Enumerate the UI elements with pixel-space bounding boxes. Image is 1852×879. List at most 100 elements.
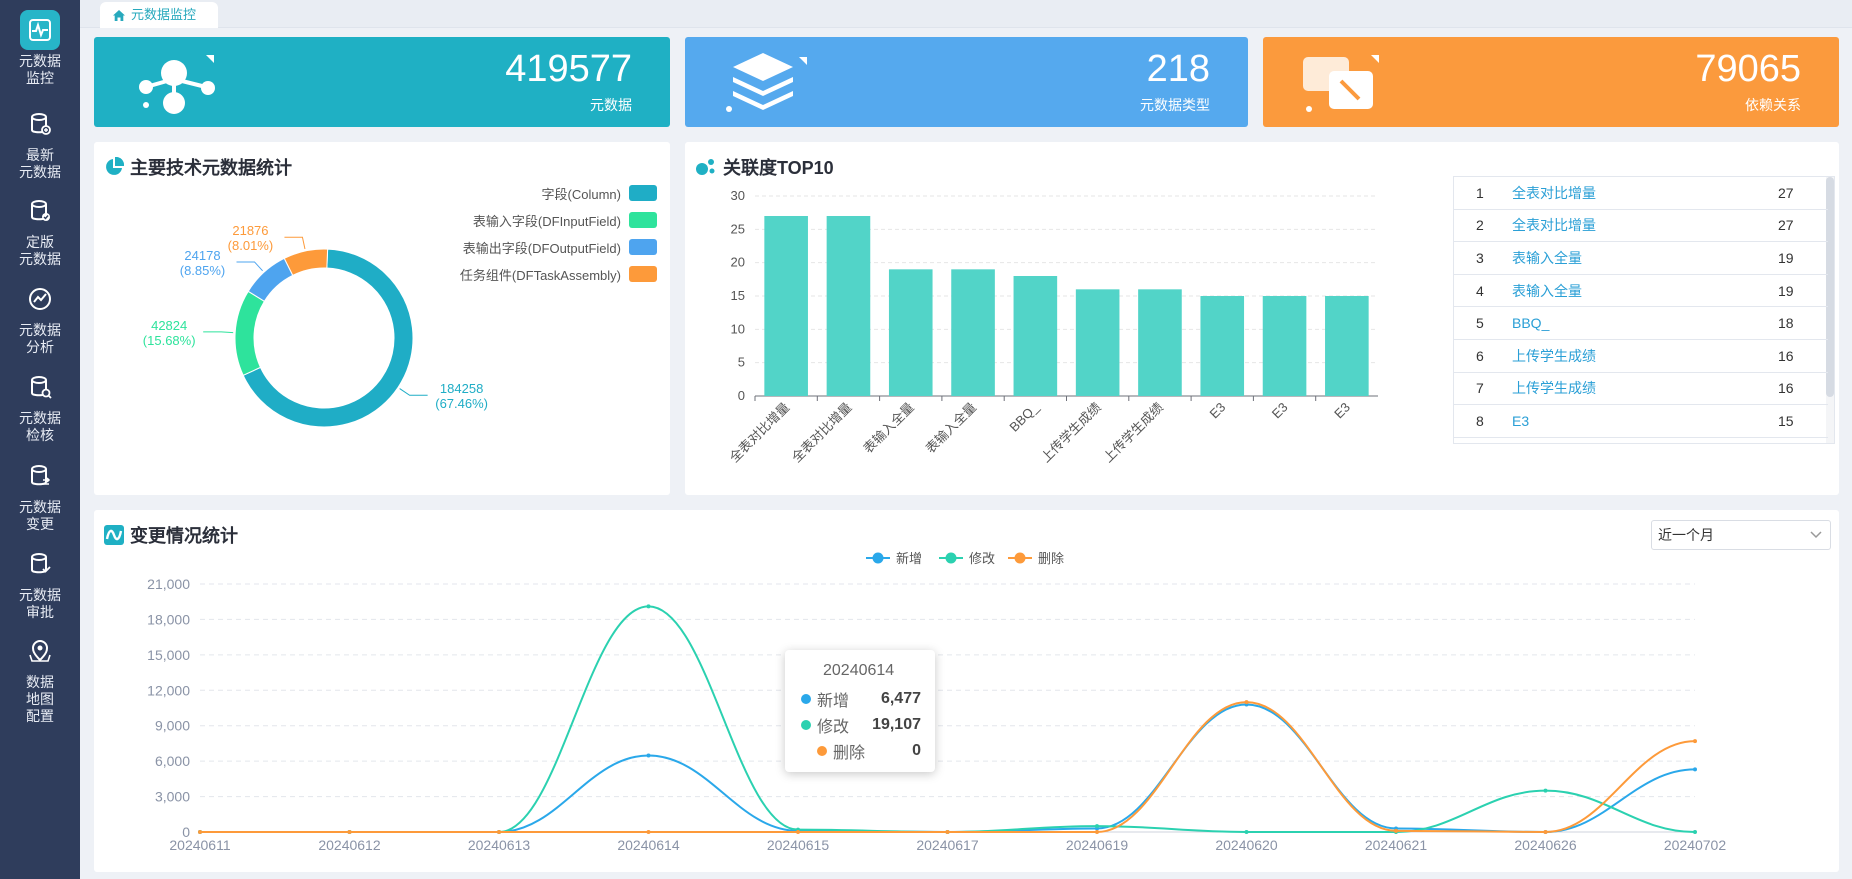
sidebar-item-7[interactable]: 元数据 审批 [0, 544, 80, 621]
line-series-2[interactable] [200, 605, 1696, 834]
ranking-name[interactable]: BBQ_ [1512, 315, 1550, 332]
sidebar-item-label: 检核 [26, 427, 54, 443]
line-point[interactable] [1244, 700, 1249, 705]
ranking-rank: 5 [1476, 315, 1484, 332]
sidebar-item-6[interactable]: 元数据 变更 [0, 456, 80, 533]
donut-legend-item-4[interactable]: 任务组件(DFTaskAssembly) [460, 264, 657, 284]
ranking-row[interactable]: 3 表输入全量 19 [1454, 242, 1828, 275]
ranking-count: 15 [1778, 412, 1794, 429]
line-x-label: 20240626 [1514, 837, 1577, 853]
line-legend-item-2[interactable]: 修改 [939, 551, 995, 566]
line-point[interactable] [497, 830, 501, 834]
donut-label-value: 21876 [232, 223, 269, 239]
ranking-name[interactable]: 全表对比增量 [1512, 184, 1596, 201]
database-search-icon [20, 367, 60, 407]
line-point[interactable] [796, 830, 800, 834]
donut-data-label-2: 42824 (15.68%) [139, 318, 199, 348]
line-point[interactable] [1244, 830, 1249, 834]
ranking-name[interactable]: 上传学生成绩 [1512, 380, 1596, 397]
bar-x-label: 上传学生成绩 [1038, 400, 1104, 466]
donut-data-label-1: 184258 (67.46%) [432, 381, 492, 411]
donut-slice-2[interactable] [234, 290, 266, 377]
sidebar-item-1[interactable]: 元数据 监控 [0, 10, 80, 87]
sidebar-item-8[interactable]: 数据 地图 配置 [0, 631, 80, 725]
trend-icon [104, 525, 124, 545]
line-point[interactable] [646, 753, 651, 758]
sidebar-item-2[interactable]: 最新 元数据 [0, 104, 80, 181]
ranking-row[interactable]: 1 全表对比增量 27 [1454, 177, 1828, 210]
line-point[interactable] [1693, 739, 1697, 744]
bar-5[interactable] [1013, 276, 1058, 396]
bar-6[interactable] [1075, 289, 1120, 396]
sidebar-item-3[interactable]: 定版 元数据 [0, 191, 80, 268]
donut-legend-item-1[interactable]: 字段(Column) [542, 183, 657, 203]
line-x-label: 20240702 [1664, 837, 1727, 853]
network-icon [139, 55, 215, 114]
ranking-row[interactable]: 6 上传学生成绩 16 [1454, 340, 1828, 373]
top10-ranking-table: 1 全表对比增量 27 2 全表对比增量 27 3 表输入全量 19 4 表输入全量 19 5 BBQ_ 1… [1453, 176, 1835, 444]
bar-x-label: BBQ_ [1006, 399, 1042, 435]
line-series-1[interactable] [200, 703, 1696, 834]
line-point[interactable] [646, 604, 651, 609]
line-point[interactable] [1095, 830, 1099, 834]
ranking-rank: 6 [1476, 347, 1484, 364]
donut-legend-item-3[interactable]: 表输出字段(DFOutputField) [463, 237, 657, 257]
bar-1[interactable] [764, 216, 808, 396]
line-point[interactable] [945, 830, 950, 834]
sidebar-item-label: 元数据 [19, 53, 61, 69]
donut-slice-1[interactable] [242, 248, 414, 428]
donut-leader-line [203, 331, 234, 334]
tab-metadata-monitor[interactable]: 元数据监控 [100, 2, 219, 28]
ranking-name[interactable]: E3 [1512, 412, 1530, 429]
line-legend-item-1[interactable]: 新增 [866, 551, 922, 566]
ranking-name[interactable]: 上传学生成绩 [1512, 347, 1596, 364]
line-legend-item-3[interactable]: 删除 [1008, 551, 1064, 566]
donut-legend-item-2[interactable]: 表输入字段(DFInputField) [473, 210, 657, 230]
line-point[interactable] [1543, 788, 1548, 793]
ranking-row[interactable]: 2 全表对比增量 27 [1454, 210, 1828, 243]
line-point[interactable] [1693, 830, 1697, 834]
bar-4[interactable] [951, 269, 995, 396]
ranking-rank: 7 [1476, 380, 1484, 397]
sidebar-item-4[interactable]: 元数据 分析 [0, 279, 80, 356]
ranking-name[interactable]: 表输入全量 [1512, 282, 1582, 299]
donut-label-value: 184258 [439, 381, 484, 397]
line-x-label: 20240615 [767, 837, 830, 853]
bar-7[interactable] [1138, 289, 1182, 396]
line-point[interactable] [198, 830, 202, 834]
line-series-3[interactable] [200, 701, 1696, 834]
line-point[interactable] [1543, 830, 1548, 834]
ranking-name[interactable]: 表输入全量 [1512, 249, 1582, 266]
line-point[interactable] [1095, 824, 1099, 829]
sidebar-item-label: 配置 [26, 708, 54, 724]
tooltip-row-modify: 修改 19,107 [801, 714, 921, 736]
ranking-row[interactable]: 7 上传学生成绩 16 [1454, 373, 1828, 406]
line-point[interactable] [347, 830, 352, 834]
ranking-row[interactable]: 4 表输入全量 19 [1454, 275, 1828, 308]
time-range-select[interactable]: 近一个月 [1651, 520, 1831, 550]
line-point[interactable] [646, 830, 651, 834]
sidebar: 元数据 监控 最新 元数据 定版 元数据 元数据 分析 元数据 检核 元数据 变更 元数据 审批 数据 地图配… [0, 0, 80, 879]
legend-label: 表输入字段(DFInputField) [472, 213, 621, 229]
ranking-row[interactable]: 8 E3 15 [1454, 405, 1828, 438]
sidebar-item-label: 变更 [26, 516, 54, 532]
bar-3[interactable] [888, 269, 933, 396]
bar-9[interactable] [1262, 296, 1307, 396]
bar-8[interactable] [1200, 296, 1245, 396]
bar-2[interactable] [826, 216, 871, 396]
sidebar-item-label: 数据 [26, 674, 54, 690]
donut-slice-3[interactable] [247, 257, 294, 302]
line-point[interactable] [1693, 767, 1697, 772]
ranking-name[interactable]: 全表对比增量 [1512, 217, 1596, 234]
bar-x-label: E3 [1269, 400, 1291, 422]
bar-10[interactable] [1325, 296, 1369, 396]
line-point[interactable] [1394, 828, 1398, 833]
stat-card-metadata-types: 218 元数据类型 [685, 37, 1248, 127]
ranking-scrollbar[interactable] [1826, 177, 1834, 443]
sidebar-item-label: 元数据 [19, 251, 61, 267]
ranking-row[interactable]: 5 BBQ_ 18 [1454, 307, 1828, 340]
donut-slice-4[interactable] [283, 248, 329, 277]
sidebar-item-5[interactable]: 元数据 检核 [0, 367, 80, 444]
tooltip-dot-modify [801, 720, 811, 730]
ranking-scrollbar-thumb[interactable] [1826, 177, 1834, 397]
